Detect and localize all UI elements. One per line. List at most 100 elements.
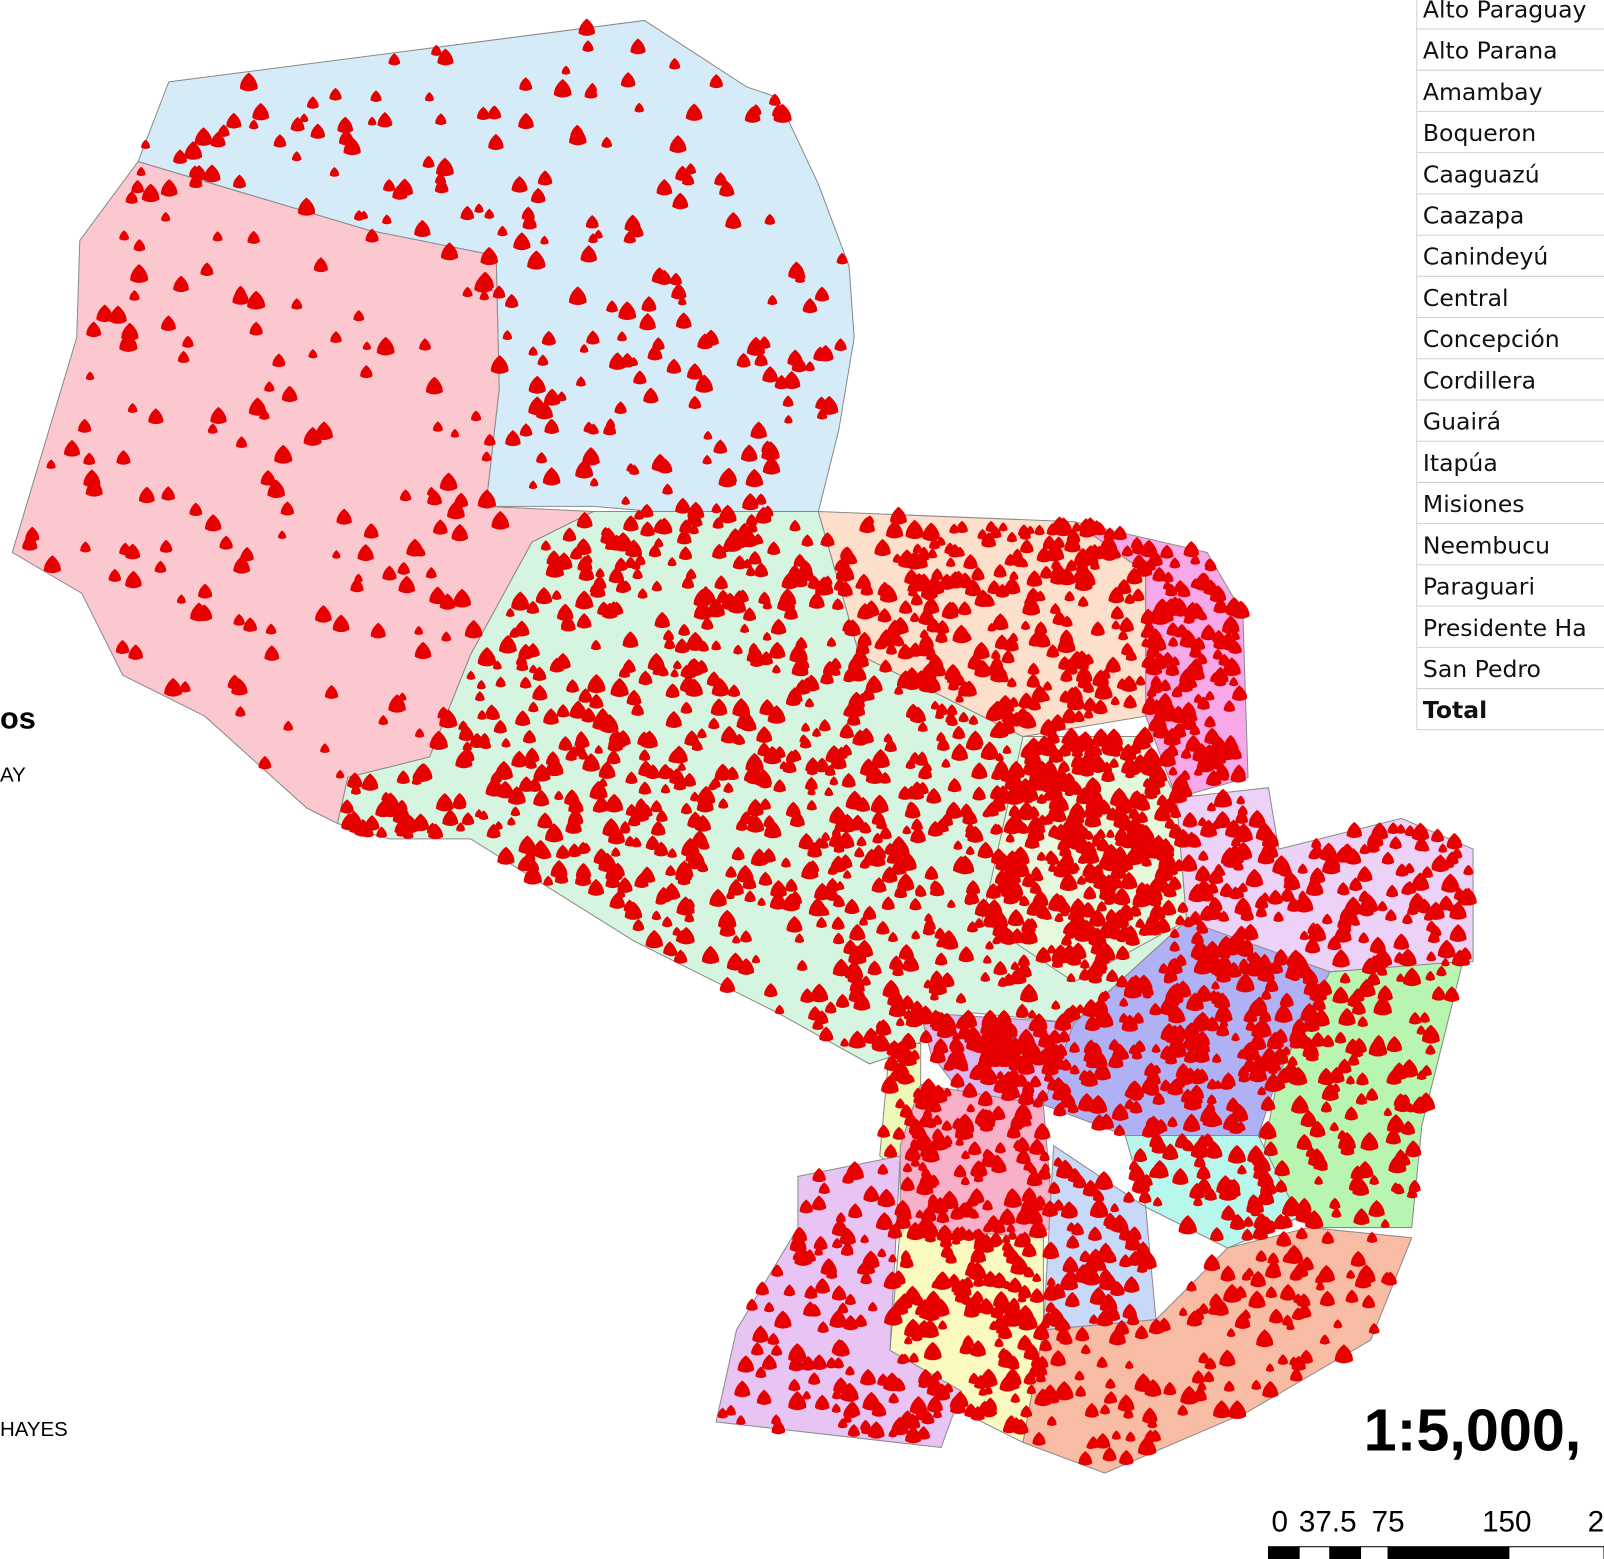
fire-point (1202, 1108, 1221, 1128)
fire-point (575, 590, 594, 610)
fire-point (745, 752, 764, 773)
fire-point (638, 781, 652, 795)
fire-point (1091, 1114, 1108, 1131)
fire-point (679, 546, 693, 560)
fire-point (817, 344, 834, 362)
fire-point (194, 127, 213, 146)
fire-point (842, 1171, 854, 1184)
fire-point (1151, 1043, 1161, 1053)
fire-point (634, 102, 644, 113)
fire-point (843, 670, 855, 683)
fire-point (799, 1199, 813, 1214)
fire-point (812, 727, 822, 738)
fire-point (365, 228, 379, 243)
fire-point (1299, 930, 1309, 941)
fire-point (1257, 846, 1275, 865)
fire-point (702, 454, 712, 465)
fire-point (799, 736, 812, 749)
fire-point (148, 408, 164, 425)
fire-point (848, 1203, 863, 1219)
fire-point (1165, 984, 1184, 1004)
fire-point (787, 349, 803, 366)
fire-point (1232, 685, 1247, 701)
fire-point (1225, 819, 1243, 838)
fire-point (1052, 1199, 1065, 1211)
fire-point (836, 252, 848, 265)
scale-bar: 0 37.5 75 150 2 (1267, 1505, 1604, 1559)
fire-point (990, 785, 1005, 801)
fire-point (568, 797, 584, 814)
fire-point (719, 920, 736, 937)
fire-point (1022, 1242, 1037, 1258)
fire-point (335, 769, 345, 779)
fire-point (788, 1343, 807, 1363)
fire-point (1252, 1224, 1268, 1241)
fire-point (931, 568, 943, 581)
fire-point (1127, 935, 1136, 945)
fire-point (743, 607, 757, 622)
fire-point (903, 1285, 922, 1305)
fire-point (640, 730, 658, 749)
fire-point (1390, 1182, 1401, 1193)
fire-point (127, 402, 138, 413)
fire-point (980, 746, 992, 758)
fire-point (1148, 551, 1163, 567)
fire-point (657, 269, 672, 285)
fire-point (1222, 1113, 1240, 1131)
fire-point (1247, 1145, 1265, 1164)
fire-point (1118, 852, 1131, 866)
fire-point (996, 1070, 1005, 1080)
fire-point (1163, 884, 1177, 898)
fire-point (1135, 559, 1153, 577)
fire-point (324, 684, 339, 699)
fire-point (812, 1018, 824, 1030)
fire-point (353, 309, 365, 322)
fire-point (615, 729, 631, 746)
fire-point (1377, 965, 1388, 976)
fire-point (614, 557, 628, 571)
fire-point (1302, 968, 1319, 986)
fire-point (1099, 922, 1116, 939)
fire-point (912, 552, 928, 569)
fire-point (850, 925, 863, 940)
fire-point (932, 1408, 942, 1419)
fire-point (686, 363, 703, 380)
fire-point (848, 656, 862, 671)
fire-point (1142, 778, 1152, 788)
fire-point (1010, 1392, 1021, 1403)
fire-point (1234, 1312, 1251, 1329)
fire-point (1052, 610, 1067, 626)
fire-point (923, 1341, 942, 1361)
fire-point (832, 958, 850, 977)
fire-point (665, 711, 682, 728)
fire-point (639, 866, 655, 882)
fire-point (781, 857, 791, 868)
fire-point (414, 625, 424, 635)
fire-point (1206, 769, 1222, 787)
fire-point (806, 764, 818, 776)
fire-point (890, 506, 907, 525)
fire-point (1067, 691, 1085, 711)
fire-point (1014, 554, 1026, 568)
fire-point (1089, 779, 1102, 792)
table-total: Total (1423, 696, 1487, 724)
fire-point (928, 537, 940, 550)
fire-point (592, 575, 607, 590)
fire-point (1021, 1285, 1030, 1295)
fire-point (1251, 1379, 1262, 1390)
fire-point (708, 717, 720, 730)
fire-point (1334, 1031, 1347, 1044)
fire-point (671, 283, 687, 300)
fire-point (915, 885, 927, 897)
fire-point (867, 1421, 885, 1439)
fire-point (336, 508, 352, 525)
fire-point (1003, 1372, 1020, 1391)
fire-point (558, 735, 573, 751)
fire-point (735, 734, 746, 745)
fire-point (154, 560, 167, 573)
fire-point (968, 715, 979, 725)
fire-point (511, 750, 528, 768)
fire-point (524, 747, 540, 763)
fire-point (877, 1163, 889, 1175)
fire-point (922, 522, 940, 541)
